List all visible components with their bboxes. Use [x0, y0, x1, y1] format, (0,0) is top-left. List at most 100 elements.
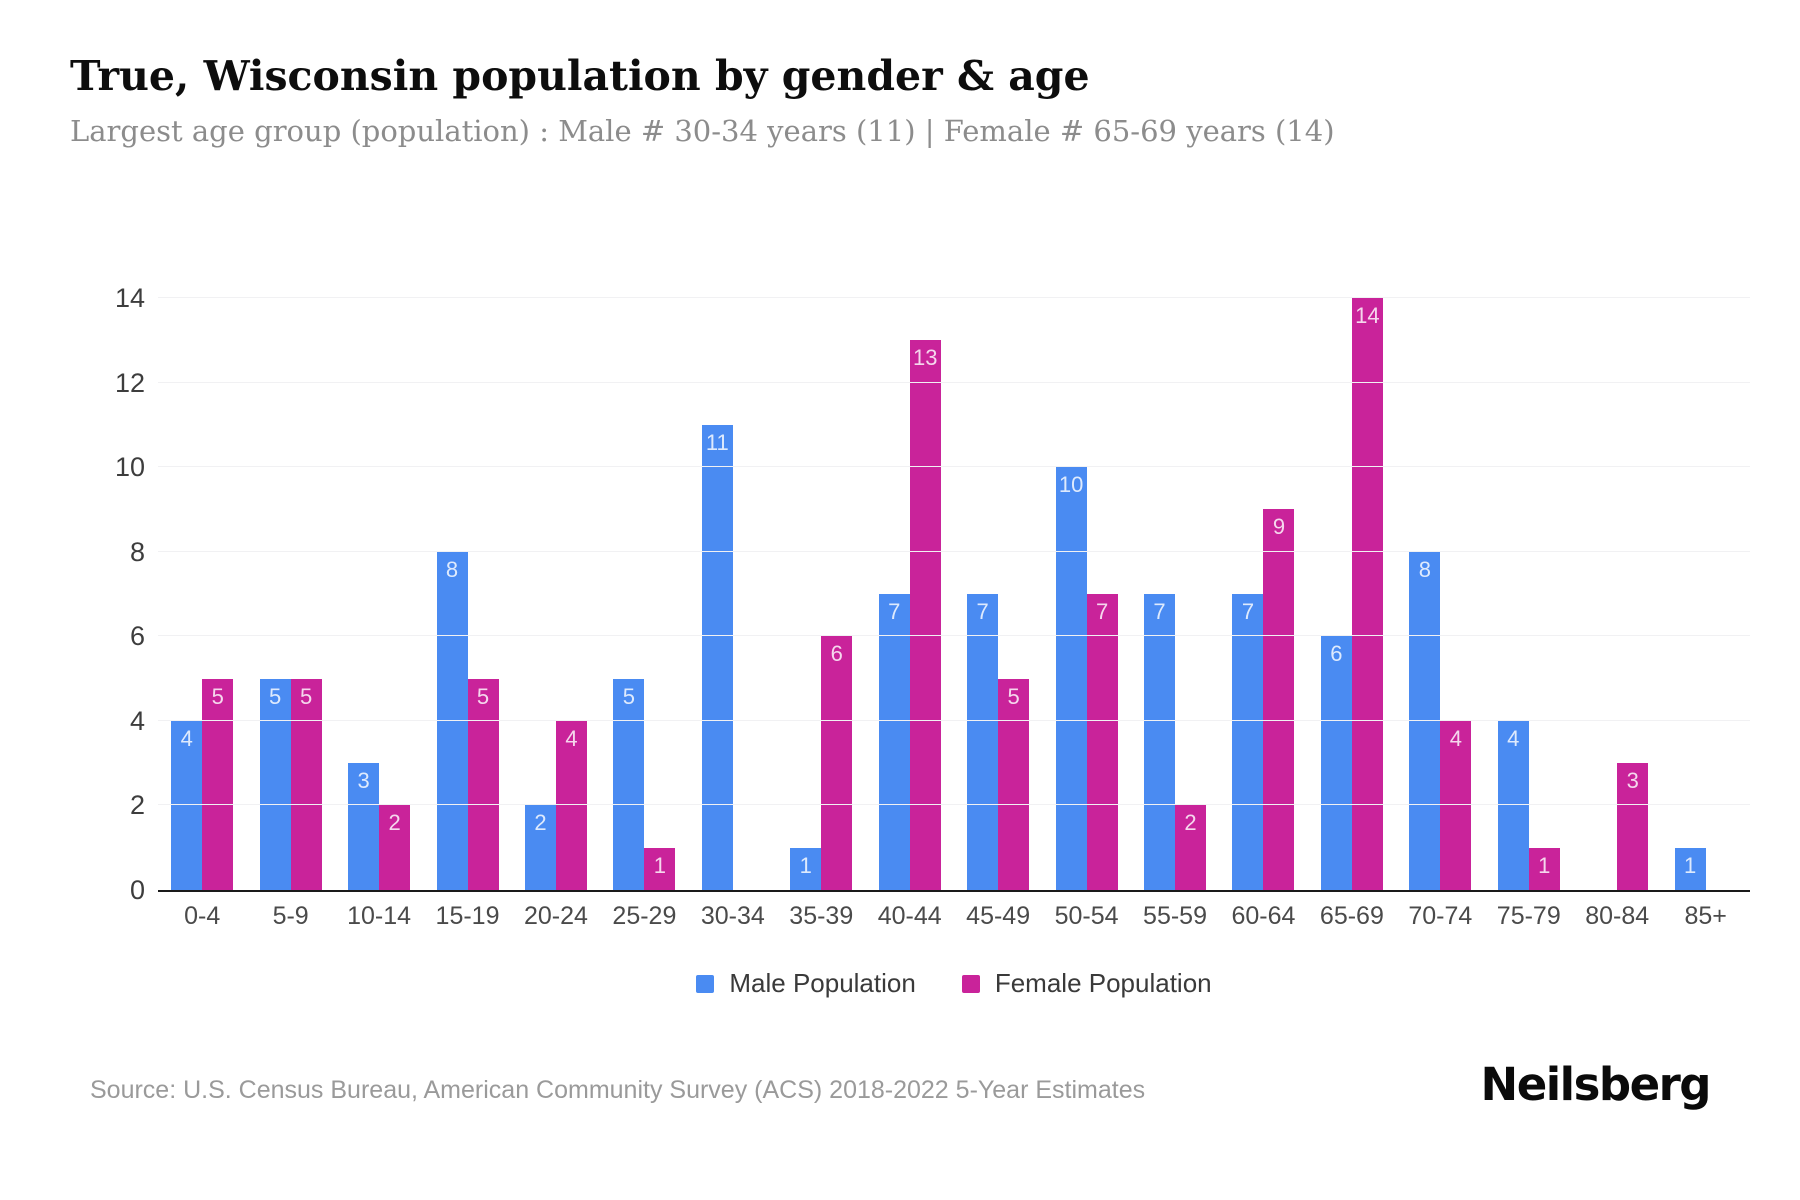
bar-chart: 0 2 4 6 8 10 12 14 4 5 5 5 3 2 8 5 2 4 5 1 11 1 6 7 13 7 5 10 7 7 2 7 9…	[114, 283, 1750, 931]
bar-value-label: 6	[830, 641, 843, 667]
x-tick-label-60-64: 60-64	[1231, 902, 1296, 930]
x-tick-label-50-54: 50-54	[1054, 902, 1119, 930]
female-bar-75-79: 1	[1528, 847, 1560, 890]
gridline-y4	[158, 719, 1750, 721]
x-tick-label-75-79: 75-79	[1496, 902, 1561, 930]
bar-value-label: 5	[622, 683, 636, 709]
bar-value-label: 13	[912, 345, 938, 371]
x-tick-label-45-49: 45-49	[966, 902, 1031, 930]
female-bar-0-4: 5	[202, 678, 234, 890]
x-tick-label-15-19: 15-19	[435, 902, 500, 930]
bar-value-label: 3	[1626, 768, 1639, 794]
bar-value-label: 5	[1007, 683, 1020, 709]
plot-area: 4 5 5 5 3 2 8 5 2 4 5 1 11 1 6 7 13 7 5 10 7 7 2 7 9 6 14 8 4 4 1 3 1	[158, 297, 1750, 892]
male-bar-85+: 1	[1674, 847, 1706, 890]
female-bar-50-54: 7	[1086, 594, 1118, 890]
bar-group-85+: 1	[1661, 298, 1749, 890]
bar-value-label: 4	[180, 725, 193, 751]
legend-item-male: Male Population	[696, 968, 916, 999]
female-bar-65-69: 14	[1351, 298, 1383, 890]
gridline-y6	[158, 635, 1750, 637]
bar-value-label: 3	[357, 768, 370, 794]
bar-group-50-54: 10 7	[1042, 298, 1130, 890]
x-tick-label-5-9: 5-9	[272, 902, 309, 930]
x-tick-label-65-69: 65-69	[1319, 902, 1384, 930]
bar-value-label: 7	[1153, 599, 1166, 624]
x-tick-label-85+: 85+	[1684, 902, 1727, 930]
bar-value-label: 8	[1418, 556, 1431, 582]
gridline-y12	[158, 381, 1750, 383]
chart-subtitle: Largest age group (population) : Male # …	[70, 114, 1335, 148]
brand-logo: Neilsberg	[1480, 1058, 1712, 1111]
y-tick-label-4: 4	[129, 705, 145, 736]
male-bar-35-39: 1	[790, 847, 822, 890]
bar-value-label: 5	[300, 683, 313, 709]
x-tick-label-40-44: 40-44	[877, 902, 942, 930]
female-bar-25-29: 1	[644, 847, 676, 890]
bar-value-label: 2	[534, 810, 547, 836]
male-bar-60-64: 7	[1232, 594, 1264, 890]
bar-value-label: 1	[799, 852, 812, 878]
bar-value-label: 8	[445, 556, 459, 582]
chart-header: True, Wisconsin population by gender & a…	[70, 52, 1730, 148]
female-bar-5-9: 5	[290, 678, 322, 890]
x-tick-label-20-24: 20-24	[523, 902, 588, 930]
bar-value-label: 5	[269, 683, 282, 709]
male-bar-10-14: 3	[348, 763, 380, 890]
gridline-y10	[158, 466, 1750, 468]
female-bar-35-39: 6	[821, 636, 853, 890]
bar-value-label: 10	[1058, 472, 1084, 498]
bar-value-label: 4	[1507, 725, 1520, 751]
x-tick-label-25-29: 25-29	[612, 902, 677, 930]
male-legend-swatch-icon	[696, 974, 715, 993]
bar-value-label: 1	[653, 852, 667, 878]
x-tick-label-55-59: 55-59	[1143, 902, 1207, 930]
bar-value-label: 6	[1330, 641, 1343, 667]
bar-value-label: 1	[1538, 852, 1551, 878]
male-bar-15-19: 8	[436, 551, 468, 890]
bar-value-label: 5	[476, 683, 490, 709]
male-bar-55-59: 7	[1144, 594, 1176, 890]
x-tick-label-30-34: 30-34	[700, 902, 765, 930]
legend-label: Female Population	[994, 968, 1212, 998]
y-tick-label-10: 10	[114, 452, 145, 483]
x-tick-label-0-4: 0-4	[184, 902, 221, 930]
bar-value-label: 14	[1355, 303, 1380, 328]
bar-group-30-34: 11	[689, 298, 777, 890]
x-tick-label-80-84: 80-84	[1585, 902, 1650, 930]
bar-value-label: 5	[211, 683, 224, 709]
x-tick-label-10-14: 10-14	[347, 902, 412, 930]
female-bar-40-44: 13	[909, 340, 941, 890]
legend: Male Population Female Population	[158, 968, 1750, 999]
bar-value-label: 2	[1184, 810, 1197, 836]
bar-group-40-44: 7 13	[866, 298, 954, 890]
female-bar-10-14: 2	[379, 805, 411, 890]
y-tick-label-2: 2	[129, 790, 145, 821]
y-tick-label-8: 8	[129, 536, 145, 567]
bar-group-80-84: 3	[1573, 298, 1661, 890]
y-tick-label-6: 6	[129, 621, 145, 652]
male-bar-70-74: 8	[1409, 551, 1441, 890]
x-tick-label-70-74: 70-74	[1408, 902, 1473, 930]
page-title: True, Wisconsin population by gender & a…	[70, 52, 1090, 100]
female-bar-55-59: 2	[1175, 805, 1207, 890]
source-text: Source: U.S. Census Bureau, American Com…	[90, 1076, 1146, 1104]
female-bar-80-84: 3	[1617, 763, 1649, 890]
male-bar-40-44: 7	[878, 594, 910, 890]
bar-value-label: 7	[888, 599, 901, 624]
female-bar-45-49: 5	[998, 678, 1030, 890]
male-bar-50-54: 10	[1055, 467, 1087, 890]
gridline-y8	[158, 550, 1750, 552]
x-axis: 0-4 5-9 10-14 15-19 20-24 25-29 30-34 35-39 40-4…	[158, 902, 1750, 931]
x-tick-label-35-39: 35-39	[789, 902, 854, 930]
female-bar-60-64: 9	[1263, 509, 1295, 890]
male-bar-5-9: 5	[259, 678, 291, 890]
